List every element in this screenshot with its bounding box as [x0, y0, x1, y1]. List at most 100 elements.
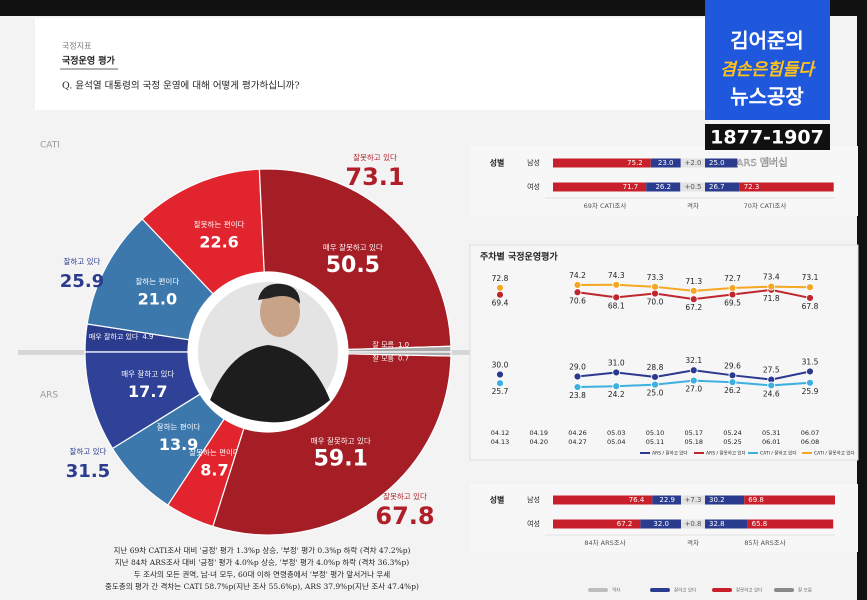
- series-point: [573, 372, 582, 381]
- photo-suit: [210, 345, 330, 423]
- bar-label: 76.4: [629, 496, 645, 504]
- segment-name: 매우 잘못하고 있다: [323, 242, 383, 252]
- series-point: [496, 379, 504, 388]
- point-label: 25.7: [492, 387, 509, 396]
- bar: [747, 519, 834, 529]
- total-label: 잘못하고 있다: [383, 491, 427, 501]
- bar-label: 30.2: [709, 496, 725, 504]
- bar-label: 75.2: [627, 159, 643, 167]
- total-label: 잘하고 있다: [70, 446, 107, 456]
- segment-value: 50.5: [326, 253, 380, 278]
- series-point: [496, 283, 504, 292]
- x-tick-label: 05.10: [646, 429, 665, 437]
- photo-face: [260, 287, 300, 337]
- legend-swatch: [650, 588, 670, 592]
- bar-label: 32.8: [709, 520, 725, 528]
- legend-label: 잘못하고 있다: [736, 587, 763, 594]
- point-label: 70.0: [647, 298, 664, 307]
- legend-swatch: [588, 588, 608, 592]
- series-point: [806, 367, 814, 376]
- point-label: 25.9: [802, 387, 819, 396]
- gap-label: +2.0: [685, 159, 702, 167]
- series-point: [806, 378, 814, 387]
- bar-label: 69.8: [748, 496, 764, 504]
- series-point: [651, 373, 659, 381]
- segment-name: 잘 모름: [372, 354, 394, 362]
- x-tick-label: 04.26: [568, 429, 587, 437]
- note: 중도층의 평가 간 격차는 CATI 58.7%p(지난 조사 55.6%p),…: [105, 581, 419, 591]
- x-tick-label: 04.19: [529, 429, 548, 437]
- series-point: [612, 293, 621, 302]
- bar: [705, 495, 745, 505]
- point-label: 24.6: [763, 389, 780, 398]
- segment-name: 잘못하는 편이다: [189, 447, 240, 457]
- x-tick-label-2: 05.04: [607, 438, 626, 446]
- header-title: 국정운영 평가: [62, 55, 116, 67]
- point-label: 73.1: [802, 273, 819, 282]
- segment-value: 0.7: [398, 354, 409, 362]
- bar-label: 22.9: [659, 496, 675, 504]
- point-label: 68.1: [608, 301, 625, 310]
- segment-value: 17.7: [128, 382, 167, 401]
- top-bar: [0, 0, 867, 16]
- gender-footer: 격차: [687, 201, 699, 210]
- total-value: 25.9: [60, 271, 104, 292]
- series-point: [689, 376, 698, 385]
- donut-segment: [347, 351, 452, 357]
- series-point: [612, 382, 621, 391]
- gap-label: +0.8: [685, 520, 702, 528]
- legend-label: CATI / 잘못하고 있다: [814, 450, 855, 457]
- gap-box: [681, 158, 705, 168]
- segment-value: 13.9: [159, 435, 198, 454]
- legend-label: ARS / 잘못하고 있다: [706, 450, 747, 457]
- bar: [744, 495, 835, 505]
- x-tick-label-2: 06.01: [762, 438, 781, 446]
- gender-footer: 85차 ARS조사: [744, 538, 785, 547]
- series-point: [651, 380, 659, 389]
- point-label: 31.5: [802, 357, 819, 366]
- point-label: 71.8: [763, 294, 780, 303]
- logo-line1: 김어준의: [730, 29, 804, 53]
- point-label: 27.0: [685, 385, 702, 394]
- gender-title: 성별: [490, 158, 505, 168]
- bar: [705, 519, 748, 529]
- bar: [553, 519, 641, 529]
- x-tick-label: 04.12: [491, 429, 510, 437]
- series-point: [806, 283, 814, 292]
- series-point: [689, 295, 698, 304]
- phone-box: [705, 124, 830, 150]
- segment-value: 21.0: [138, 289, 177, 308]
- series-point: [496, 290, 504, 299]
- point-label: 73.4: [763, 273, 780, 282]
- segment-value: 8.7: [200, 460, 228, 479]
- bar-label: 32.0: [653, 520, 669, 528]
- bar: [652, 495, 683, 505]
- bar: [705, 158, 738, 168]
- point-label: 29.0: [569, 363, 586, 372]
- series-point: [573, 383, 582, 391]
- gender-category: 남성: [527, 495, 540, 504]
- legend-label: 격차: [612, 587, 621, 594]
- legend-swatch: [712, 588, 732, 592]
- line-title: 주차별 국정운영평가: [480, 251, 558, 263]
- bar-label: 65.8: [752, 520, 768, 528]
- total-label: 잘하고 있다: [64, 256, 101, 266]
- point-label: 25.0: [647, 389, 664, 398]
- x-tick-label: 05.17: [684, 429, 703, 437]
- bar: [650, 158, 681, 168]
- segment-name: 잘 모름: [372, 341, 394, 349]
- series-point: [496, 370, 504, 379]
- gender-footer: 84차 ARS조사: [584, 538, 625, 547]
- series-point: [728, 284, 737, 292]
- donut-segment: [258, 168, 452, 351]
- segment-name: 잘못하는 편이다: [194, 219, 245, 229]
- bar: [646, 182, 681, 192]
- photo: [198, 282, 338, 423]
- gender-panel-bottom: [470, 484, 858, 552]
- segment-value: 1.0: [398, 341, 409, 349]
- point-label: 69.5: [724, 299, 741, 308]
- point-label: 73.3: [647, 273, 664, 282]
- donut-segment: [212, 353, 452, 536]
- total-value: 67.8: [375, 502, 434, 530]
- bar-label: 25.0: [709, 159, 725, 167]
